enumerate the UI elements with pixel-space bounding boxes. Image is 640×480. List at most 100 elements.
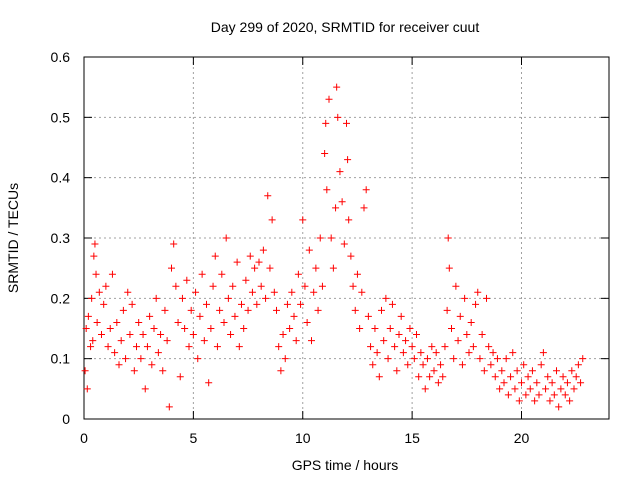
data-point bbox=[550, 391, 558, 399]
data-point bbox=[458, 361, 466, 369]
data-point bbox=[115, 361, 123, 369]
data-point bbox=[413, 331, 420, 339]
data-point bbox=[181, 325, 189, 332]
data-point bbox=[95, 288, 103, 296]
data-point bbox=[161, 306, 169, 314]
data-point bbox=[262, 294, 270, 302]
data-point bbox=[432, 349, 440, 357]
data-point bbox=[137, 355, 145, 363]
data-point bbox=[511, 385, 519, 393]
data-point bbox=[244, 306, 252, 314]
data-point bbox=[128, 300, 136, 308]
data-point bbox=[176, 373, 184, 381]
x-tick-label: 20 bbox=[514, 430, 530, 446]
data-point bbox=[469, 343, 477, 351]
data-point bbox=[391, 343, 399, 351]
data-point bbox=[253, 300, 261, 308]
data-point bbox=[423, 355, 431, 363]
axis-ticks: 0 0.1 0.2 0.3 0.4 0.5 0.6 0 5 10 15 20 bbox=[51, 49, 609, 446]
data-point bbox=[384, 355, 392, 363]
data-point bbox=[478, 331, 486, 339]
data-point bbox=[305, 246, 313, 254]
data-point bbox=[563, 379, 571, 387]
y-tick-label: 0 bbox=[62, 411, 70, 427]
data-point bbox=[336, 168, 344, 176]
data-point bbox=[211, 252, 219, 260]
data-point bbox=[90, 252, 98, 260]
data-point bbox=[439, 373, 447, 381]
data-point bbox=[84, 312, 92, 320]
data-point bbox=[135, 318, 143, 326]
data-point bbox=[531, 397, 539, 405]
data-point bbox=[364, 312, 372, 320]
data-point bbox=[268, 216, 276, 224]
y-axis-title: SRMTID / TECUs bbox=[5, 183, 21, 293]
data-point bbox=[509, 349, 517, 357]
data-point bbox=[98, 331, 105, 339]
data-point bbox=[360, 204, 368, 212]
data-point bbox=[248, 288, 256, 296]
data-point bbox=[279, 331, 287, 339]
data-point bbox=[557, 385, 565, 393]
data-point bbox=[283, 300, 291, 308]
data-point bbox=[163, 337, 171, 345]
data-point bbox=[353, 270, 361, 278]
data-point bbox=[242, 276, 250, 284]
data-point bbox=[456, 312, 464, 320]
data-point bbox=[441, 343, 449, 351]
data-point bbox=[150, 325, 158, 332]
data-point bbox=[338, 198, 346, 206]
data-point bbox=[444, 234, 452, 242]
x-tick-label: 10 bbox=[295, 430, 311, 446]
data-point bbox=[264, 192, 272, 200]
data-point bbox=[222, 234, 230, 242]
y-tick-label: 0.1 bbox=[51, 351, 71, 367]
data-point bbox=[172, 282, 180, 290]
data-point bbox=[281, 355, 289, 363]
data-point bbox=[83, 385, 91, 393]
data-point bbox=[535, 391, 543, 399]
data-point bbox=[351, 306, 359, 314]
data-point bbox=[544, 373, 552, 381]
data-point bbox=[568, 367, 576, 375]
y-tick-label: 0.2 bbox=[51, 290, 71, 306]
data-point bbox=[443, 306, 451, 314]
data-point bbox=[189, 331, 197, 339]
data-point bbox=[229, 282, 237, 290]
data-point bbox=[233, 258, 241, 266]
data-point bbox=[388, 300, 396, 308]
data-point bbox=[273, 306, 280, 314]
data-point bbox=[207, 325, 215, 332]
data-point bbox=[216, 306, 224, 314]
data-point bbox=[334, 113, 342, 121]
data-point bbox=[316, 234, 324, 242]
grid bbox=[84, 57, 609, 419]
data-point bbox=[406, 325, 414, 332]
data-point bbox=[257, 282, 265, 290]
data-point bbox=[570, 385, 578, 393]
data-point bbox=[349, 282, 357, 290]
data-point bbox=[310, 288, 318, 296]
data-point bbox=[322, 119, 330, 127]
data-point bbox=[356, 325, 364, 332]
data-point bbox=[450, 355, 458, 363]
data-point bbox=[194, 355, 202, 363]
data-point bbox=[574, 361, 582, 369]
data-point bbox=[327, 234, 335, 242]
data-point bbox=[141, 385, 149, 393]
data-point bbox=[148, 361, 156, 369]
data-point bbox=[496, 385, 504, 393]
data-point bbox=[333, 83, 341, 91]
data-point bbox=[130, 367, 138, 375]
data-point bbox=[410, 355, 418, 363]
data-point bbox=[483, 294, 490, 302]
data-point bbox=[395, 331, 403, 339]
data-point bbox=[546, 397, 554, 405]
data-point bbox=[297, 300, 305, 308]
data-point bbox=[218, 270, 226, 278]
data-point bbox=[196, 312, 204, 320]
data-point bbox=[542, 385, 550, 393]
data-point bbox=[579, 355, 587, 363]
data-point bbox=[100, 300, 108, 308]
